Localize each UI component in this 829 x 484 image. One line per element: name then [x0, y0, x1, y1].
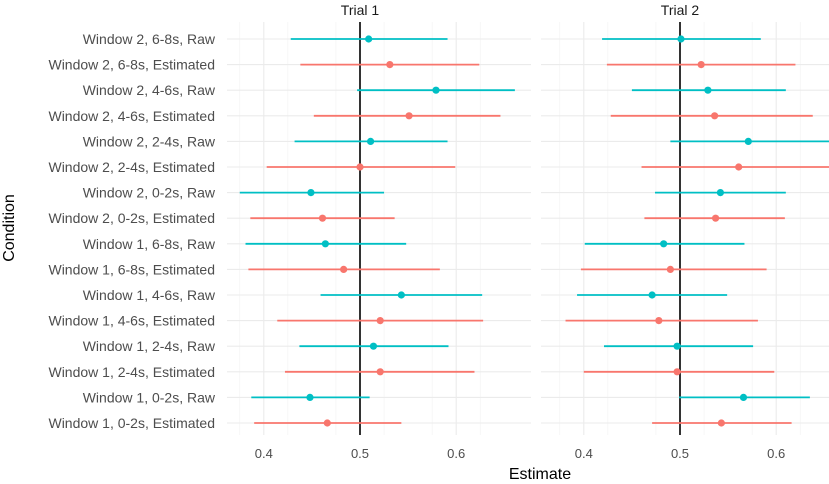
estimate-point	[306, 393, 314, 401]
estimate-point	[717, 419, 725, 427]
x-tick-label: 0.4	[255, 446, 273, 461]
estimate-point	[697, 61, 705, 69]
x-tick-label: 0.6	[447, 446, 465, 461]
estimate-point	[397, 291, 405, 299]
y-axis-title: Condition	[1, 194, 18, 262]
x-tick-label: 0.6	[767, 446, 785, 461]
y-tick-label: Window 2, 4-6s, Estimated	[48, 108, 215, 124]
estimate-point	[677, 35, 685, 43]
estimate-point	[711, 214, 720, 222]
estimate-point	[321, 240, 329, 248]
y-tick-label: Window 1, 2-4s, Raw	[83, 338, 216, 354]
x-axis-title: Estimate	[509, 466, 571, 483]
estimate-point	[704, 86, 712, 94]
estimate-point	[323, 419, 331, 427]
y-tick-label: Window 2, 6-8s, Raw	[83, 31, 216, 47]
y-tick-label: Window 1, 4-6s, Raw	[83, 287, 216, 303]
y-tick-label: Window 1, 6-8s, Estimated	[48, 261, 215, 277]
y-tick-label: Window 2, 0-2s, Estimated	[48, 210, 215, 226]
estimate-point	[386, 61, 394, 69]
estimate-point	[366, 137, 375, 145]
y-tick-label: Window 2, 0-2s, Raw	[83, 185, 216, 201]
estimate-point	[318, 214, 327, 222]
estimate-point	[673, 342, 681, 350]
estimate-point	[716, 189, 725, 197]
estimate-point	[735, 163, 743, 171]
estimate-point	[432, 86, 440, 94]
x-tick-label: 0.4	[575, 446, 593, 461]
estimate-point	[739, 393, 748, 401]
y-tick-label: Window 1, 6-8s, Raw	[83, 236, 216, 252]
estimate-point	[340, 265, 348, 273]
y-tick-label: Window 2, 6-8s, Estimated	[48, 57, 215, 73]
estimate-point	[405, 112, 413, 120]
estimate-point	[307, 189, 315, 197]
y-tick-label: Window 2, 4-6s, Raw	[83, 82, 216, 98]
panel-title: Trial 2	[661, 2, 700, 18]
y-tick-label: Window 1, 4-6s, Estimated	[48, 313, 215, 329]
y-tick-label: Window 1, 0-2s, Estimated	[48, 415, 215, 431]
estimate-point	[648, 291, 656, 299]
estimate-point	[660, 240, 668, 248]
y-tick-label: Window 2, 2-4s, Raw	[83, 133, 216, 149]
x-tick-label: 0.5	[671, 446, 689, 461]
estimate-point	[655, 317, 663, 325]
estimate-point	[356, 163, 364, 171]
estimate-point	[376, 317, 384, 325]
estimate-point	[711, 112, 719, 120]
estimate-point	[376, 368, 384, 376]
x-tick-label: 0.5	[351, 446, 369, 461]
estimate-point	[673, 368, 681, 376]
estimate-point	[365, 35, 373, 43]
y-tick-label: Window 1, 0-2s, Raw	[83, 389, 216, 405]
estimate-point	[369, 342, 378, 350]
y-tick-label: Window 2, 2-4s, Estimated	[48, 159, 215, 175]
estimate-point	[744, 137, 752, 145]
y-tick-label: Window 1, 2-4s, Estimated	[48, 364, 215, 380]
panel-title: Trial 1	[341, 2, 380, 18]
estimate-point	[666, 265, 674, 273]
